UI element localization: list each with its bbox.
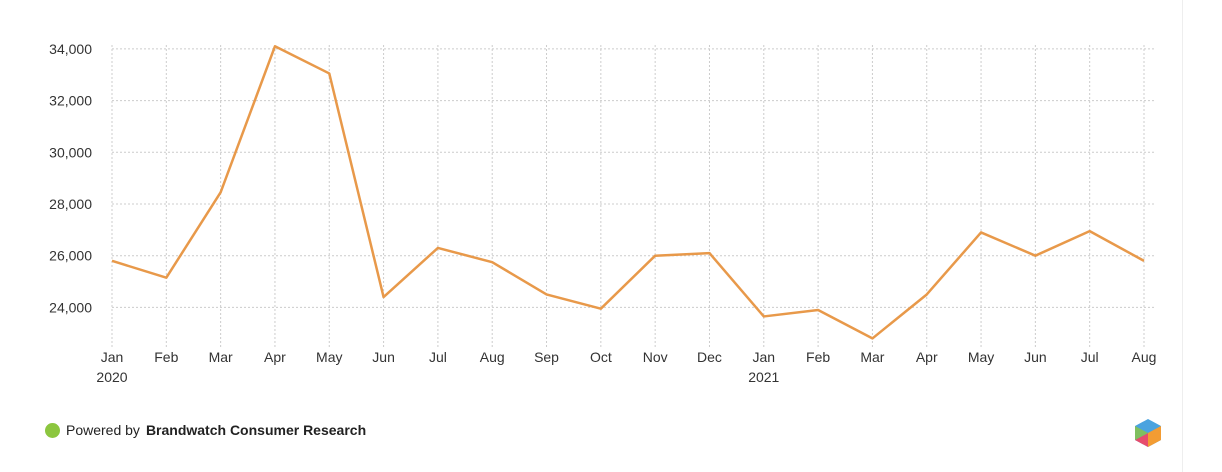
x-tick-label: Mar <box>209 349 233 365</box>
x-tick-label: Nov <box>643 349 668 365</box>
x-tick-label-line: Nov <box>643 349 668 365</box>
x-tick-label-line: Jul <box>429 349 447 365</box>
logo <box>1135 419 1161 447</box>
footer: Powered by Brandwatch Consumer Research <box>45 422 366 438</box>
x-tick-label-line: Oct <box>590 349 612 365</box>
x-tick-label: May <box>968 349 994 365</box>
x-tick-label: Oct <box>590 349 612 365</box>
x-tick-label: Jan 2020 <box>96 349 127 385</box>
x-tick-label-line: Jun <box>1024 349 1047 365</box>
x-tick-label: May <box>316 349 342 365</box>
x-tick-label-line: Apr <box>916 349 938 365</box>
x-tick-label: Apr <box>264 349 286 365</box>
x-tick-label-line: Dec <box>697 349 722 365</box>
x-tick-label: Dec <box>697 349 722 365</box>
x-tick-label-line: May <box>968 349 994 365</box>
x-tick-label: Aug <box>1132 349 1157 365</box>
y-tick-label: 26,000 <box>49 248 92 264</box>
x-tick-label-line: Aug <box>1132 349 1157 365</box>
x-tick-label: Feb <box>154 349 178 365</box>
y-tick-label: 34,000 <box>49 41 92 57</box>
x-tick-label: Jun <box>372 349 395 365</box>
x-tick-label-line: 2020 <box>96 369 127 385</box>
x-tick-label-line: Feb <box>806 349 830 365</box>
x-tick-label-line: Mar <box>209 349 233 365</box>
x-tick-label-line: Aug <box>480 349 505 365</box>
x-tick-label-line: 2021 <box>748 369 779 385</box>
x-tick-label: Apr <box>916 349 938 365</box>
y-tick-label: 24,000 <box>49 299 92 315</box>
y-tick-label: 30,000 <box>49 144 92 160</box>
x-tick-label-line: Feb <box>154 349 178 365</box>
x-tick-label: Sep <box>534 349 559 365</box>
x-tick-label-line: Jun <box>372 349 395 365</box>
y-tick-label: 32,000 <box>49 93 92 109</box>
x-tick-label: Jan 2021 <box>748 349 779 385</box>
x-tick-label-line: Apr <box>264 349 286 365</box>
y-tick-label: 28,000 <box>49 196 92 212</box>
x-tick-label: Feb <box>806 349 830 365</box>
x-tick-label: Jul <box>1081 349 1099 365</box>
x-tick-label-line: Jan <box>101 349 124 365</box>
footer-brand: Brandwatch Consumer Research <box>145 422 367 438</box>
page: 24,000 26,000 28,000 30,000 32,000 34,000 Jan 2… <box>45 0 1183 472</box>
x-tick-label-line: Mar <box>860 349 884 365</box>
footer-prefix: Powered by <box>66 422 140 438</box>
x-tick-label: Jul <box>429 349 447 365</box>
x-tick-label: Jun <box>1024 349 1047 365</box>
chart: 24,000 26,000 28,000 30,000 32,000 34,000 Jan 2… <box>49 41 1157 385</box>
x-tick-label-line: Jan <box>753 349 776 365</box>
line <box>111 45 1145 340</box>
x-tick-label-line: Jul <box>1081 349 1099 365</box>
x-tick-label-line: May <box>316 349 342 365</box>
status-dot <box>45 422 60 438</box>
x-tick-label: Aug <box>480 349 505 365</box>
x-tick-label: Mar <box>860 349 884 365</box>
x-tick-label-line: Sep <box>534 349 559 365</box>
